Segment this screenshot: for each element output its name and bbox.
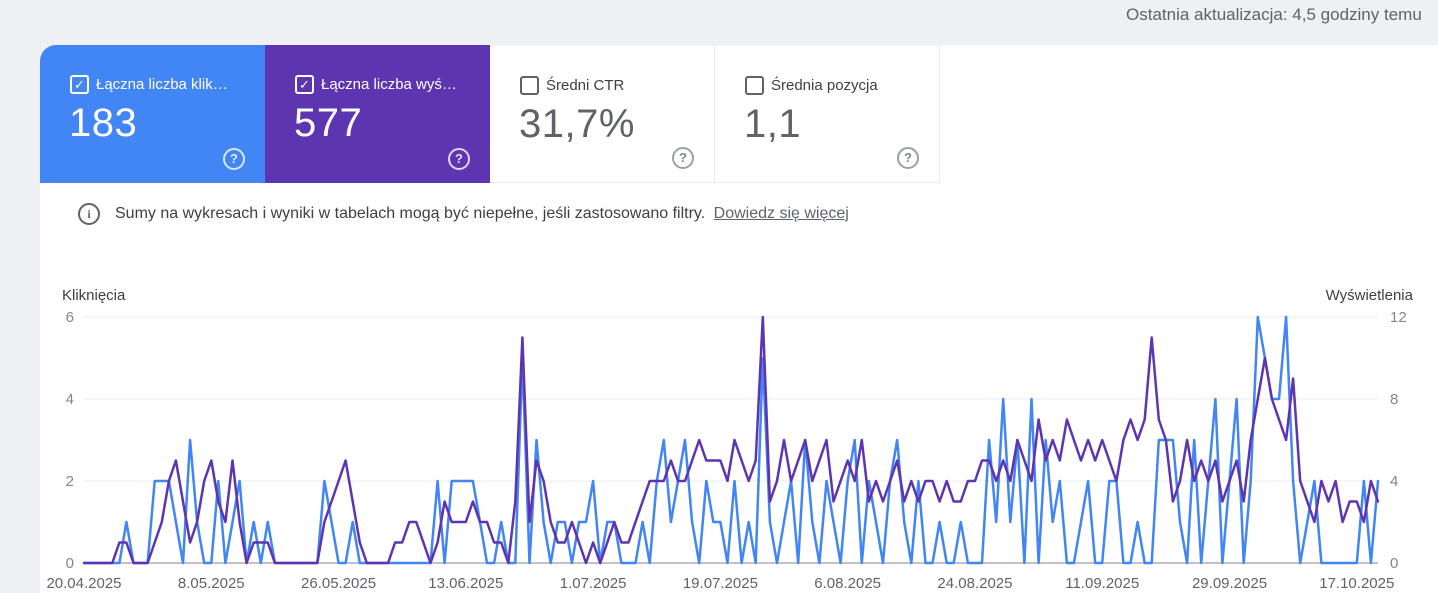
x-axis-tick: 13.06.2025: [428, 575, 503, 592]
filters-notice: i Sumy na wykresach i wyniki w tabelach …: [78, 203, 849, 225]
x-axis-tick: 26.05.2025: [301, 575, 376, 592]
help-icon[interactable]: ?: [897, 147, 919, 169]
right-axis-tick: 8: [1390, 391, 1398, 408]
right-axis-tick: 0: [1390, 555, 1398, 572]
x-axis-tick: 20.04.2025: [46, 575, 121, 592]
x-axis-tick: 6.08.2025: [814, 575, 881, 592]
card-label: Średni CTR: [546, 77, 625, 94]
card-value: 577: [294, 101, 363, 145]
card-value: 183: [69, 101, 138, 145]
right-axis-tick: 12: [1390, 309, 1407, 326]
card-average-position[interactable]: Średnia pozycja 1,1 ?: [715, 45, 940, 183]
left-axis-tick: 2: [66, 473, 74, 490]
x-axis-tick: 24.08.2025: [937, 575, 1012, 592]
checkbox-checked-icon[interactable]: ✓: [70, 75, 89, 94]
x-axis-tick: 19.07.2025: [683, 575, 758, 592]
card-value: 1,1: [744, 102, 802, 146]
left-axis-title: Kliknięcia: [62, 287, 126, 304]
right-axis-title: Wyświetlenia: [1325, 287, 1413, 304]
series-clicks-line: [82, 315, 1380, 565]
learn-more-link[interactable]: Dowiedz się więcej: [713, 205, 849, 222]
x-axis-tick: 17.10.2025: [1319, 575, 1394, 592]
x-axis-tick: 1.07.2025: [560, 575, 627, 592]
card-label: Łączna liczba wyś…: [321, 76, 457, 93]
x-axis-tick: 8.05.2025: [178, 575, 245, 592]
card-total-clicks[interactable]: ✓ Łączna liczba klik… 183 ?: [40, 45, 265, 183]
x-axis-tick: 11.09.2025: [1065, 575, 1139, 592]
left-axis-tick: 4: [66, 391, 74, 408]
info-icon: i: [78, 203, 100, 225]
card-average-ctr[interactable]: Średni CTR 31,7% ?: [490, 45, 715, 183]
card-label: Łączna liczba klik…: [96, 76, 228, 93]
help-icon[interactable]: ?: [448, 148, 470, 170]
card-label: Średnia pozycja: [771, 77, 878, 94]
performance-chart[interactable]: 0 0 2 4 4 8 6 12 20.04.2025 8.05.2025 26.05.2025 13…: [0, 270, 1438, 593]
notice-message: Sumy na wykresach i wyniki w tabelach mo…: [115, 205, 706, 222]
card-value: 31,7%: [519, 102, 635, 146]
left-axis-tick: 6: [66, 309, 74, 326]
notice-text: Sumy na wykresach i wyniki w tabelach mo…: [115, 205, 849, 223]
card-total-impressions[interactable]: ✓ Łączna liczba wyś… 577 ?: [265, 45, 490, 183]
checkbox-unchecked-icon[interactable]: [520, 76, 539, 95]
checkbox-checked-icon[interactable]: ✓: [295, 75, 314, 94]
series-impressions-line: [82, 315, 1380, 565]
performance-panel: ✓ Łączna liczba klik… 183 ? ✓ Łączna lic…: [40, 45, 1438, 593]
help-icon[interactable]: ?: [672, 147, 694, 169]
left-axis-tick: 0: [66, 555, 74, 572]
x-axis-tick: 29.09.2025: [1192, 575, 1267, 592]
help-icon[interactable]: ?: [223, 148, 245, 170]
checkbox-unchecked-icon[interactable]: [745, 76, 764, 95]
right-axis-tick: 4: [1390, 473, 1398, 490]
last-update-note: Ostatnia aktualizacja: 4,5 godziny temu: [1126, 5, 1422, 24]
